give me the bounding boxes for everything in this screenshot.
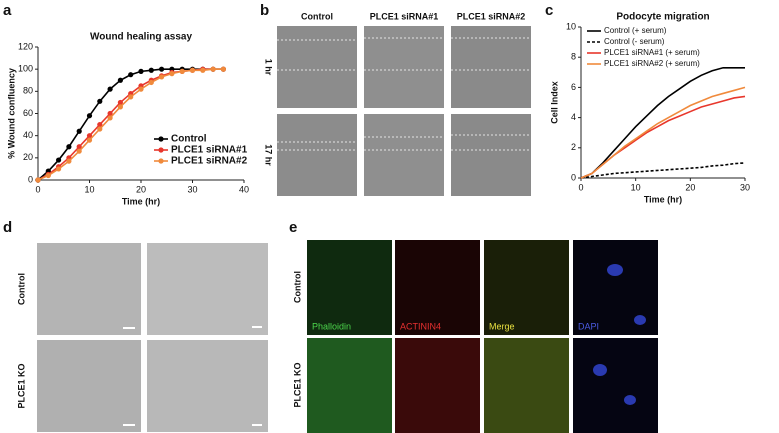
row-label: Control: [16, 273, 26, 305]
data-point: [76, 148, 82, 154]
data-point: [86, 133, 93, 139]
data-point: [86, 113, 93, 119]
y-tick-label: 6: [571, 82, 576, 92]
legend-label: PLCE1 siRNA#2: [171, 156, 248, 167]
data-point: [97, 98, 103, 104]
legend-marker: [158, 147, 164, 153]
data-point: [200, 67, 206, 73]
chart-title: Wound healing assay: [90, 32, 192, 43]
column-label: PLCE1 siRNA#2: [457, 11, 526, 21]
legend-label: Control: [171, 134, 207, 145]
panel-letter: d: [3, 219, 12, 236]
x-tick-label: 30: [187, 184, 197, 194]
data-point: [97, 121, 103, 128]
channel-label: Phalloidin: [312, 321, 351, 331]
legend-label: Control (- serum): [604, 37, 665, 46]
x-tick-label: 30: [740, 182, 750, 192]
y-tick-label: 60: [23, 108, 33, 118]
series-line: [580, 66, 745, 179]
data-point: [220, 66, 226, 72]
data-point: [76, 144, 82, 150]
row-label: 17 hr: [264, 144, 274, 166]
data-point: [66, 158, 72, 164]
channel-label: ACTININ4: [400, 321, 441, 331]
panel-letter: e: [289, 219, 297, 236]
panel-letter: a: [3, 2, 12, 19]
y-tick-label: 10: [566, 21, 576, 31]
y-tick-label: 20: [23, 152, 33, 162]
data-point: [179, 68, 185, 74]
data-point: [117, 104, 123, 110]
data-point: [107, 86, 113, 92]
legend-marker: [158, 158, 164, 164]
row-label: 1 hr: [264, 59, 274, 76]
data-point: [159, 74, 165, 80]
x-axis-label: Time (hr): [644, 194, 682, 204]
series-line: [580, 86, 746, 179]
y-tick-label: 0: [571, 172, 576, 182]
x-tick-label: 10: [84, 184, 94, 194]
data-point: [210, 66, 216, 72]
row-label: PLCE1 KO: [292, 362, 302, 407]
y-tick-label: 2: [571, 142, 576, 152]
data-point: [117, 99, 123, 106]
data-point: [76, 128, 82, 134]
y-tick-label: 0: [28, 174, 33, 184]
data-point: [138, 86, 144, 92]
legend-label: Control (+ serum): [604, 26, 667, 35]
data-point: [128, 94, 134, 100]
legend-label: PLCE1 siRNA#2 (+ serum): [604, 59, 700, 68]
data-point: [86, 137, 93, 143]
data-point: [189, 67, 196, 73]
panel-letter: c: [545, 2, 553, 19]
data-point: [138, 68, 144, 74]
column-label: PLCE1 siRNA#1: [370, 11, 439, 21]
x-tick-label: 20: [136, 184, 146, 194]
column-label: Control: [301, 11, 333, 21]
channel-label: DAPI: [578, 321, 599, 331]
data-point: [107, 110, 113, 117]
y-tick-label: 40: [23, 130, 33, 140]
legend-marker: [158, 136, 164, 142]
y-tick-label: 4: [571, 112, 576, 122]
y-tick-label: 80: [23, 86, 33, 96]
data-point: [128, 72, 134, 78]
row-label: Control: [292, 271, 302, 303]
data-point: [117, 77, 123, 83]
panel-b-images: [277, 26, 531, 196]
y-tick-label: 120: [18, 41, 33, 51]
data-point: [56, 166, 62, 172]
x-axis-label: Time (hr): [122, 196, 160, 206]
data-point: [169, 71, 175, 77]
data-point: [148, 79, 154, 86]
chart-title: Podocyte migration: [616, 12, 709, 23]
data-point: [35, 177, 41, 183]
y-axis-label: % Wound confluency: [6, 68, 16, 159]
y-axis-label: Cell Index: [549, 81, 559, 124]
data-point: [107, 115, 113, 121]
y-tick-label: 8: [571, 52, 576, 62]
data-point: [66, 144, 72, 150]
row-label: PLCE1 KO: [16, 363, 26, 408]
panel-e-images: [307, 240, 658, 433]
y-tick-label: 100: [18, 64, 33, 74]
data-point: [56, 157, 62, 163]
x-tick-label: 0: [578, 182, 583, 192]
data-point: [159, 66, 165, 72]
data-point: [45, 172, 51, 179]
x-tick-label: 0: [35, 184, 40, 194]
x-tick-label: 40: [239, 184, 249, 194]
panel-letter: b: [260, 2, 269, 19]
channel-label: Merge: [489, 321, 515, 331]
data-point: [97, 126, 103, 132]
x-tick-label: 20: [685, 182, 695, 192]
x-tick-label: 10: [631, 182, 641, 192]
legend-label: PLCE1 siRNA#1 (+ serum): [604, 48, 700, 57]
panel-d-images: [37, 243, 268, 432]
data-point: [148, 67, 154, 73]
legend-label: PLCE1 siRNA#1: [171, 145, 248, 156]
series-line: [580, 162, 746, 179]
